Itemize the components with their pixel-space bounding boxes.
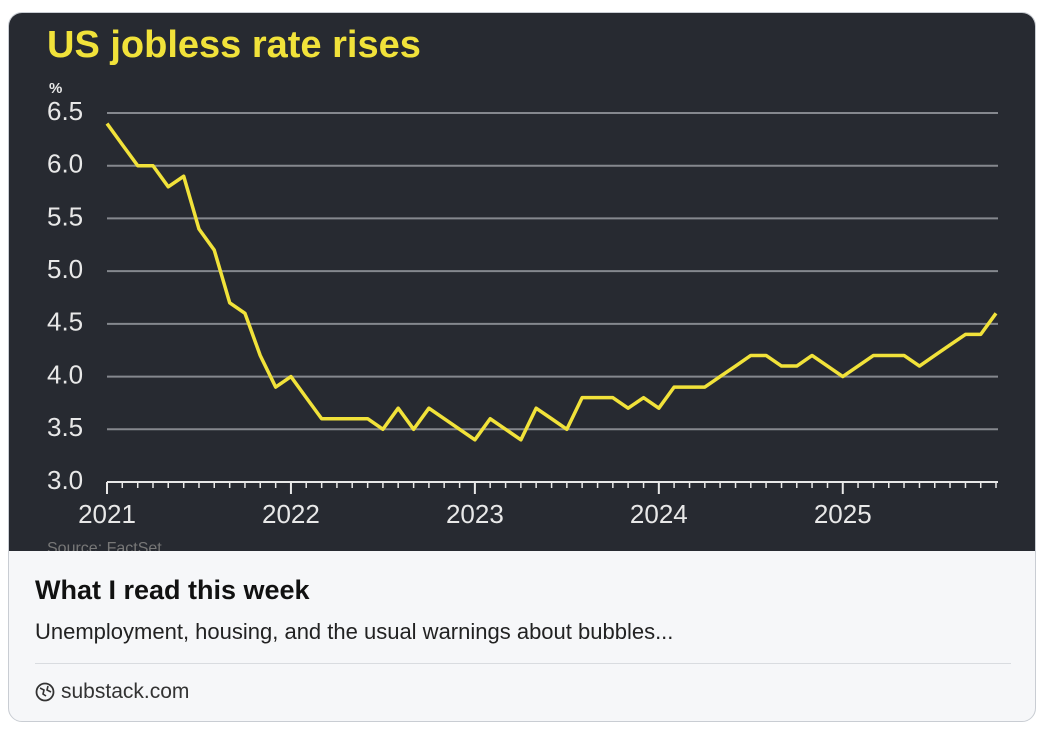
y-tick-label: 5.5: [47, 201, 83, 231]
y-axis-label: %: [49, 80, 62, 97]
x-tick-label: 2021: [78, 499, 136, 529]
divider: [35, 663, 1011, 664]
description: Unemployment, housing, and the usual war…: [35, 619, 674, 644]
y-tick-label: 3.0: [47, 465, 83, 495]
data-line: [105, 122, 998, 442]
chart-background: [9, 13, 1035, 551]
y-tick-label: 4.5: [47, 307, 83, 337]
link-card[interactable]: US jobless rate rises % Source: FactSet …: [8, 12, 1036, 722]
globe-icon: [35, 682, 55, 702]
source: Source: FactSet: [47, 540, 162, 551]
y-tick-label: 6.5: [47, 96, 83, 126]
x-tick-label: 2023: [446, 499, 504, 529]
y-tick-label: 6.0: [47, 149, 83, 179]
x-tick-label: 2025: [814, 499, 872, 529]
x-tick-label: 2024: [630, 499, 688, 529]
headline: What I read this week: [35, 575, 310, 605]
x-tick-label: 2022: [262, 499, 320, 529]
y-tick-label: 3.5: [47, 412, 83, 442]
chart: US jobless rate rises % Source: FactSet …: [9, 13, 1035, 551]
y-tick-label: 4.0: [47, 359, 83, 389]
y-tick-label: 5.0: [47, 254, 83, 284]
domain[interactable]: substack.com: [61, 680, 190, 703]
chart-title: US jobless rate rises: [47, 24, 421, 66]
